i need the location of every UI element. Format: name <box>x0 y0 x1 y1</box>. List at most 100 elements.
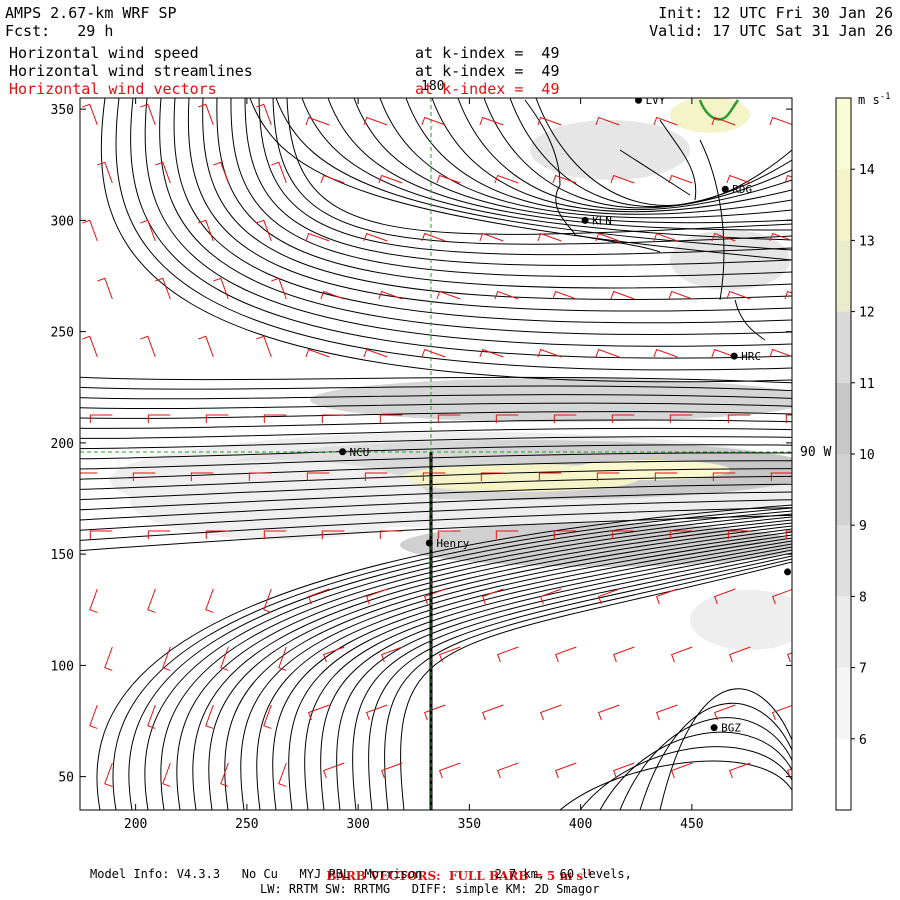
wind-barb <box>323 646 345 663</box>
wind-barb <box>205 414 229 423</box>
wind-barb <box>495 530 519 539</box>
wind-barb <box>610 290 635 300</box>
wind-barb <box>271 161 287 184</box>
wind-barb <box>205 530 229 539</box>
wind-barb <box>213 277 229 300</box>
station-marker <box>634 98 642 104</box>
colorbar-segment <box>836 667 851 739</box>
wind-barb <box>772 704 792 721</box>
wind-barb <box>104 646 113 671</box>
model-title: AMPS 2.67-km WRF SP <box>5 4 177 22</box>
wind-barb <box>278 646 287 671</box>
wind-barb <box>482 588 504 605</box>
wind-barb <box>256 335 272 358</box>
wind-barb <box>784 174 792 184</box>
streamline <box>80 483 792 511</box>
wind-barb <box>378 290 403 300</box>
streamline <box>659 688 792 810</box>
streamline <box>244 98 792 267</box>
init-time: Init: 12 UTC Fri 30 Jan 26 <box>658 4 893 22</box>
wind-barb <box>424 704 446 721</box>
wind-barb <box>494 290 519 300</box>
streamline <box>509 98 792 207</box>
streamline <box>301 98 792 241</box>
wind-barb <box>537 116 562 126</box>
streamline <box>130 98 792 359</box>
streamline <box>80 499 792 531</box>
streamline <box>115 98 792 371</box>
wind-barb <box>155 161 171 184</box>
wind-barb <box>555 646 577 663</box>
wind-barb <box>82 103 98 126</box>
station-marker <box>710 724 718 732</box>
streamline <box>304 543 792 810</box>
x-tick-label: 350 <box>458 817 481 830</box>
colorbar-tick-label: 12 <box>859 306 875 321</box>
wind-barb <box>363 232 388 242</box>
wind-barb <box>205 588 214 613</box>
wind-barb <box>669 530 693 539</box>
streamline <box>208 525 792 810</box>
wind-barb <box>726 174 751 184</box>
y-tick-label: 200 <box>51 437 74 452</box>
wind-barb <box>271 277 287 300</box>
wind-barb <box>363 116 388 126</box>
wind-barb <box>711 348 736 358</box>
streamline <box>80 436 792 450</box>
wind-barb <box>553 414 577 423</box>
streamline <box>202 98 792 300</box>
wind-barb <box>769 116 792 126</box>
wind-barb <box>439 762 461 779</box>
wind-barb <box>537 232 562 242</box>
colorbar-tick-label: 13 <box>859 234 875 249</box>
wind-barb <box>714 588 736 605</box>
wind-barb <box>89 414 113 423</box>
colorbar-segment <box>836 454 851 526</box>
colorbar-segment <box>836 169 851 241</box>
station-marker <box>425 539 433 547</box>
wind-barb <box>305 232 330 242</box>
colorbar-segment <box>836 596 851 668</box>
colorbar-tick-label: 6 <box>859 733 867 748</box>
wind-barb <box>308 704 330 721</box>
wind-barb <box>495 414 519 423</box>
wind-barb <box>613 646 635 663</box>
wind-barb <box>198 335 214 358</box>
wind-barb <box>198 219 214 242</box>
wind-barb <box>421 116 446 126</box>
streamline <box>384 558 792 810</box>
streamline <box>80 385 792 392</box>
wind-barb <box>540 588 562 605</box>
station-marker <box>730 352 738 360</box>
y-tick-label: 100 <box>51 659 74 674</box>
streamline <box>483 98 792 209</box>
wind-barb <box>497 646 519 663</box>
wind-barb <box>654 472 678 481</box>
wind-barb <box>162 762 171 787</box>
wind-barb <box>714 704 736 721</box>
streamline <box>160 516 792 810</box>
streamline <box>379 98 792 219</box>
wind-barb <box>595 116 620 126</box>
wind-barb <box>598 704 620 721</box>
wind-barb <box>611 414 635 423</box>
wind-barb <box>726 290 751 300</box>
streamline <box>144 98 792 347</box>
wind-barb <box>611 530 635 539</box>
streamline <box>96 504 792 810</box>
parallel-label: 90 W <box>800 445 831 460</box>
wind-barb <box>147 530 171 539</box>
station-label: KLN <box>592 214 612 227</box>
wind-barb <box>104 762 113 787</box>
wind-barb <box>653 116 678 126</box>
plot-frame <box>79 97 793 811</box>
wind-barb <box>769 232 792 242</box>
x-tick-label: 200 <box>124 817 147 830</box>
streamline <box>80 460 792 480</box>
streamline <box>216 98 792 289</box>
wind-barb <box>422 472 446 481</box>
field-label-streamlines: Horizontal wind streamlines <box>9 62 253 80</box>
wind-barb <box>378 174 403 184</box>
wind-barb <box>190 472 214 481</box>
wind-barb <box>494 174 519 184</box>
